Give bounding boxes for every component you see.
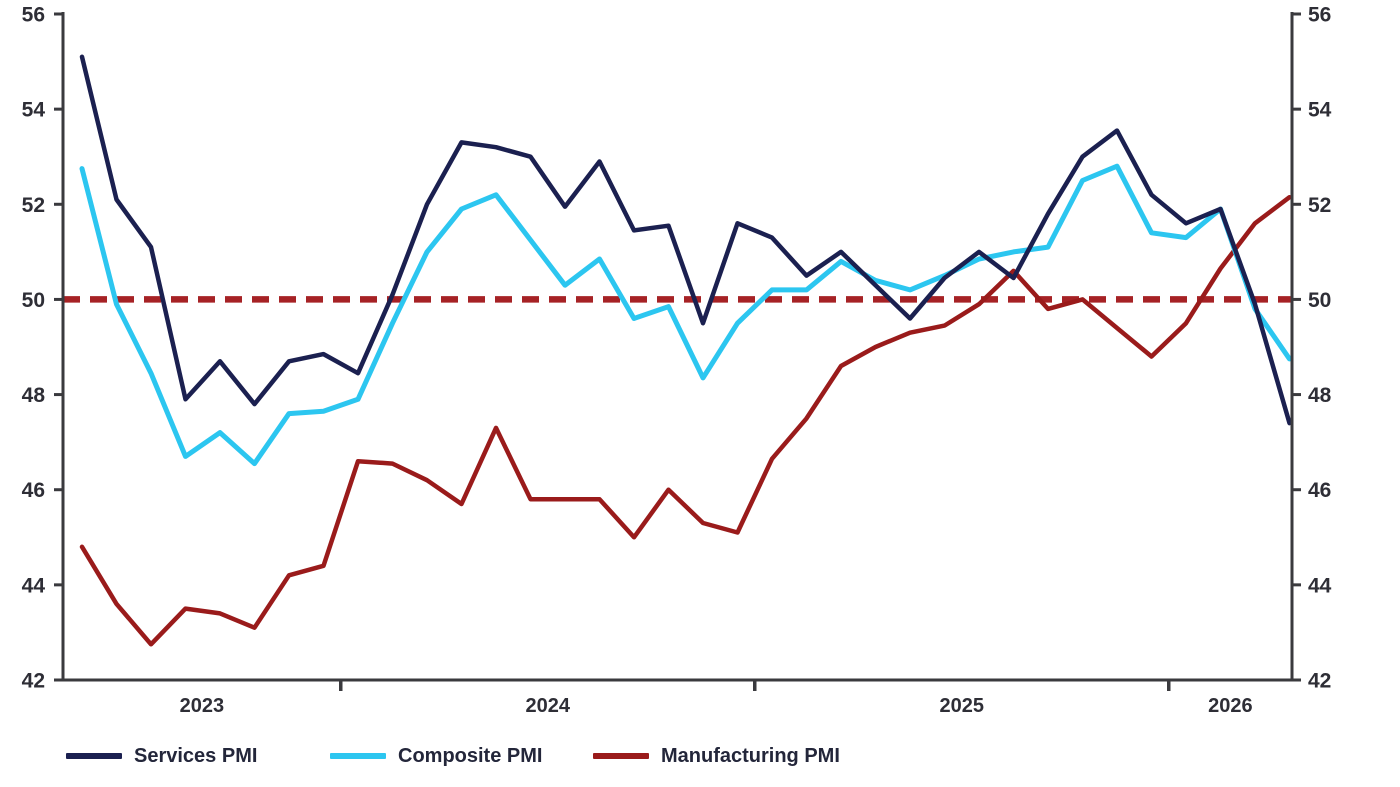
legend-item-manufacturing: Manufacturing PMI xyxy=(593,738,840,774)
services-pmi-line xyxy=(79,54,1292,426)
composite-pmi-line xyxy=(79,163,1292,467)
series-lines xyxy=(79,54,1292,647)
y-axis-label-right: 50 xyxy=(1308,289,1331,312)
y-axis-label-left: 56 xyxy=(22,4,45,27)
y-axis-left-labels: 56 54 52 50 48 46 44 42 xyxy=(22,4,46,693)
y-axis-label-right: 48 xyxy=(1308,384,1332,407)
x-axis-year-labels: 2023 2024 2025 2026 xyxy=(180,695,1253,717)
chart-legend: Services PMI Composite PMI Manufacturing… xyxy=(0,738,1400,774)
y-axis-label-left: 50 xyxy=(22,289,45,312)
y-axis-label-left: 46 xyxy=(22,479,45,502)
y-axis-label-left: 54 xyxy=(22,99,46,122)
y-axis-label-right: 56 xyxy=(1308,4,1331,27)
axes xyxy=(54,12,1301,691)
legend-label-services: Services PMI xyxy=(134,744,258,767)
legend-label-composite: Composite PMI xyxy=(398,744,543,767)
y-axis-right-labels: 56 54 52 50 48 46 44 42 xyxy=(1308,4,1332,693)
y-axis-label-left: 48 xyxy=(22,384,46,407)
y-axis-label-right: 54 xyxy=(1308,99,1332,122)
y-axis-label-left: 44 xyxy=(22,574,46,597)
y-axis-label-left: 52 xyxy=(22,194,45,217)
composite-line-swatch xyxy=(330,753,386,759)
y-axis-label-left: 42 xyxy=(22,670,45,693)
legend-item-services: Services PMI xyxy=(66,738,257,774)
x-axis-year-label: 2023 xyxy=(180,695,225,717)
y-axis-label-right: 44 xyxy=(1308,574,1332,597)
x-axis-year-label: 2025 xyxy=(940,695,985,717)
manufacturing-pmi-line xyxy=(79,194,1292,647)
legend-label-manufacturing: Manufacturing PMI xyxy=(661,744,840,767)
y-axis-label-right: 46 xyxy=(1308,479,1331,502)
x-axis-year-label: 2024 xyxy=(526,695,571,717)
x-axis-year-label: 2026 xyxy=(1208,695,1253,717)
y-axis-label-right: 52 xyxy=(1308,194,1331,217)
services-line-swatch xyxy=(66,753,122,759)
manufacturing-line-swatch xyxy=(593,753,649,759)
legend-item-composite: Composite PMI xyxy=(330,738,542,774)
y-axis-label-right: 42 xyxy=(1308,670,1331,693)
